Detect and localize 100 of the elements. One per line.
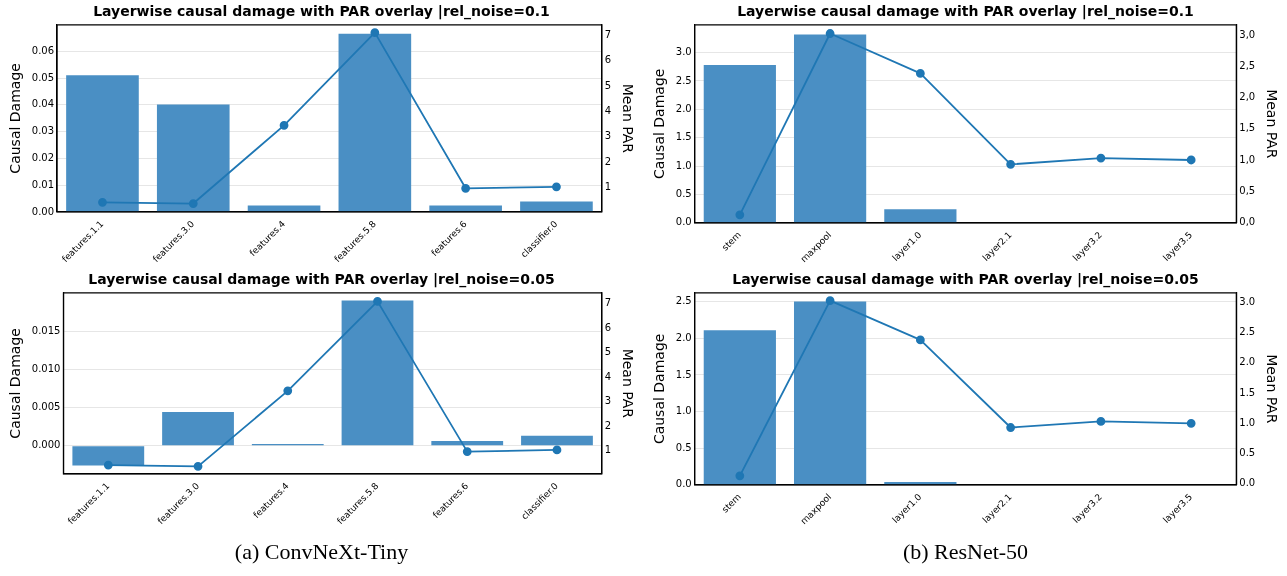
bar [703,65,776,223]
y2-tick-label: 5 [604,79,612,91]
point [915,68,925,78]
y2-tick-label: 4 [604,104,612,116]
y-tick-label: 0.06 [31,44,55,56]
chart-title: Layerwise causal damage with PAR overlay |rel_noise=0.05 [88,271,555,289]
y-tick-label: 0.05 [31,71,55,83]
y-tick-label: 1.0 [675,405,692,417]
y2-tick-label: 2,5 [1239,60,1256,72]
point [915,335,925,345]
y2-tick-label: 3 [604,130,612,142]
y-axis-title: Causal Damage [651,333,668,445]
point [735,210,745,220]
y2-tick-label: 2 [604,155,612,167]
bar [794,34,867,223]
bar [66,75,139,212]
y-tick-label: 1.5 [675,131,692,143]
y-tick-label: 2.5 [675,295,692,307]
bar [794,301,867,485]
y2-axis-title: Mean PAR [1263,354,1280,424]
point [462,447,472,457]
y2-tick-label: 1.5 [1239,386,1256,398]
point [1186,418,1196,428]
y2-tick-label: 0.5 [1239,447,1256,459]
point [825,29,835,38]
point [188,199,198,208]
y-tick-label: 0.02 [31,151,55,163]
y2-tick-label: 0,5 [1239,184,1256,196]
bar [884,209,957,223]
point [279,120,289,130]
y-tick-label: 0.04 [31,98,55,110]
y2-axis-title: Mean PAR [1263,89,1280,159]
bar [162,412,234,446]
y2-tick-label: 1 [604,181,612,193]
point [1006,423,1016,432]
y-tick-label: 3.0 [675,46,692,58]
bar [520,201,593,212]
y2-tick-label: 3.0 [1239,296,1256,308]
text: (a) ConvNeXt-Tiny [233,538,410,566]
y2-tick-label: 1,0 [1239,153,1256,165]
y2-tick-label: 7 [604,28,612,40]
y2-tick-label: 2.0 [1239,356,1256,368]
bar [156,104,230,212]
bar [72,446,145,466]
y-tick-label: 2.0 [675,331,692,343]
y2-tick-label: 6 [604,54,612,66]
point [1186,155,1196,165]
y2-tick-label: 1 [604,444,612,456]
y2-tick-label: 1,5 [1239,122,1256,134]
y-tick-label: 2.0 [675,102,692,114]
y-tick-label: 0.0 [675,478,692,490]
y2-tick-label: 1.0 [1239,416,1256,428]
y-tick-label: 0.01 [31,178,55,190]
y-tick-label: 0.5 [675,441,692,453]
point [552,182,561,192]
chart-title: Layerwise causal damage with PAR overlay |rel_noise=0.1 [737,3,1194,21]
point [1096,417,1106,426]
point [735,471,745,481]
bar [338,33,412,212]
point [461,183,471,193]
y-tick-label: 0.00 [31,205,55,217]
bar [703,330,776,485]
y2-tick-label: 5 [604,346,612,358]
point [825,296,835,306]
point [103,460,113,470]
point [283,386,293,396]
y2-tick-label: 0,0 [1239,215,1256,227]
y2-tick-label: 6 [604,321,612,333]
y2-tick-label: 2,0 [1239,91,1256,103]
y2-axis-title: Mean PAR [619,83,636,154]
y2-tick-label: 3 [604,395,612,407]
y-tick-label: 2.5 [675,74,692,86]
y-axis-title: Causal Damage [7,63,24,174]
y-tick-label: 0.000 [31,439,61,451]
point [1006,159,1016,169]
point [193,461,203,471]
y-tick-label: 0.5 [675,188,692,200]
y-tick-label: 0.010 [31,362,61,374]
point [98,197,107,207]
y2-tick-label: 2 [604,419,612,431]
y2-tick-label: 2.5 [1239,326,1256,338]
y-tick-label: 0.005 [31,401,61,413]
y-tick-label: 1.0 [675,159,692,171]
y2-tick-label: 0.0 [1239,477,1256,489]
chart-title: Layerwise causal damage with PAR overlay |rel_noise=0.1 [93,3,550,21]
point [1096,153,1106,163]
y-tick-label: 0.0 [675,216,692,228]
y2-tick-label: 7 [604,297,612,309]
y-tick-label: 1.5 [675,368,692,380]
y-axis-title: Causal Damage [651,68,668,180]
bar [521,435,593,446]
chart-title: Layerwise causal damage with PAR overlay |rel_noise=0.05 [732,271,1199,289]
y-tick-label: 0.015 [31,324,61,336]
text: (b) ResNet-50 [901,538,1030,566]
y2-tick-label: 3,0 [1239,28,1256,40]
point [370,28,380,38]
y-tick-label: 0.03 [31,125,55,137]
bar [431,441,504,446]
bar [341,300,414,446]
y-axis-title: Causal Damage [7,328,24,439]
